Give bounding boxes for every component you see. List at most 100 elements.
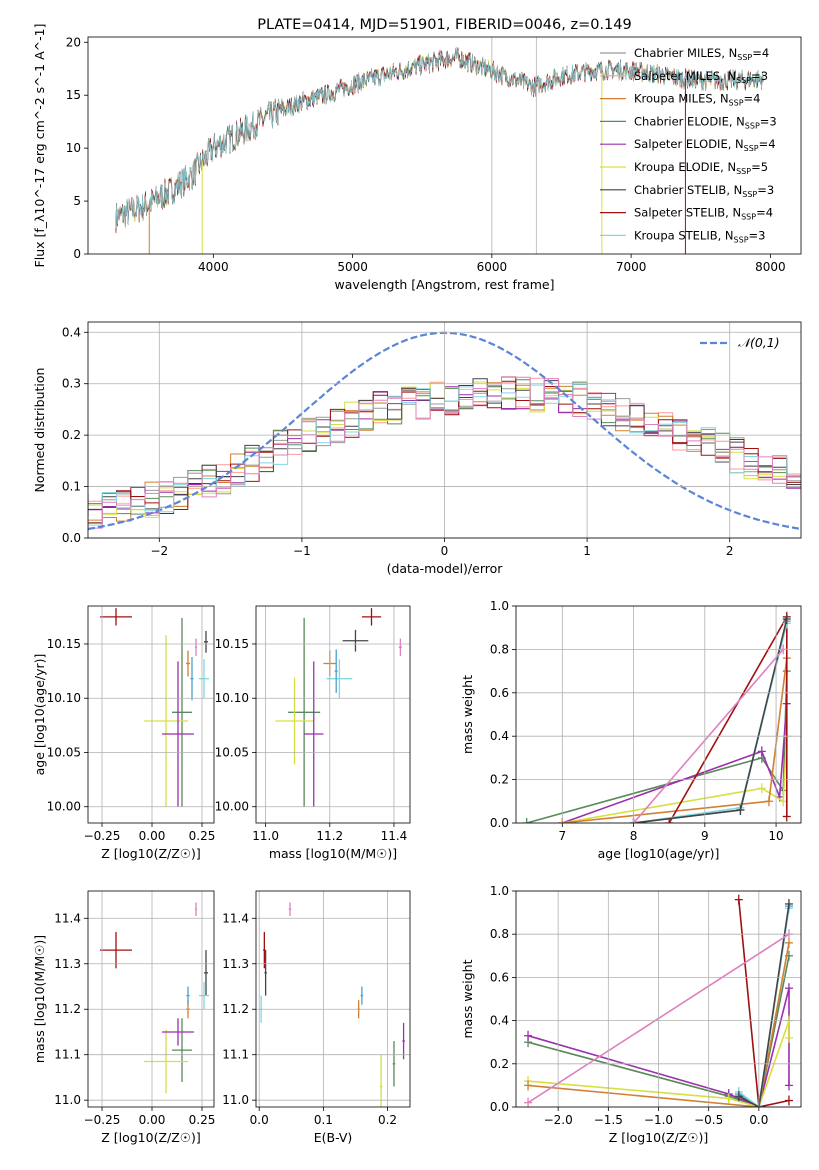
- y-tick-label: 11.1: [222, 1048, 249, 1062]
- legend-entry: Kroupa STELIB, NSSP=3: [634, 228, 765, 244]
- x-axis-label: Z [log10(Z/Z☉)]: [101, 1130, 201, 1145]
- weight-marker: [757, 783, 766, 794]
- data-point: [402, 1022, 405, 1060]
- y-axis-label: Flux [f_λ10^-17 erg cm^-2 s^-1 A^-1]: [32, 24, 47, 268]
- chart-spectrum: 4000 5000 6000 7000 8000 0 5 10 15 20 wavelength […: [32, 17, 802, 292]
- weight-marker: [524, 1097, 533, 1107]
- weight-marker: [782, 614, 791, 625]
- weight-line: [527, 955, 790, 1107]
- y-tick-label: 11.3: [54, 957, 81, 971]
- data-point: [186, 986, 190, 1005]
- weight-marker: [757, 746, 766, 757]
- x-tick-label: 0.0: [250, 1113, 269, 1127]
- data-point: [172, 617, 192, 807]
- weight-line: [633, 621, 788, 823]
- y-tick-label: 11.4: [222, 911, 249, 925]
- legend-entry: Salpeter ELODIE, NSSP=4: [634, 137, 776, 153]
- x-tick-label: −2.0: [544, 1113, 573, 1127]
- y-tick-label: 0.2: [490, 773, 509, 787]
- data-point: [162, 661, 194, 807]
- x-tick-label: 8000: [755, 260, 786, 274]
- x-tick-label: 7000: [616, 260, 647, 274]
- legend: Chabrier MILES, NSSP=4 Salpeter MILES, NS…: [600, 46, 777, 244]
- axes-frame: [515, 605, 802, 824]
- axes-frame: [515, 890, 802, 1108]
- x-axis-label: E(B-V): [314, 1130, 353, 1145]
- legend-entry: Chabrier STELIB, NSSP=3: [634, 183, 774, 199]
- y-tick-label: 0.4: [62, 325, 81, 339]
- y-axis-label: mass weight: [460, 675, 475, 754]
- data-point: [204, 950, 208, 996]
- weight-marker: [784, 1032, 793, 1043]
- data-point: [195, 638, 197, 656]
- y-tick-label: 0: [73, 247, 81, 261]
- x-tick-label: 1: [583, 544, 591, 558]
- y-tick-label: 15: [66, 88, 81, 102]
- y-tick-label: 0.8: [490, 927, 509, 941]
- plot-area: [100, 902, 209, 1094]
- y-tick-label: 10.05: [215, 745, 249, 759]
- weight-line: [562, 703, 788, 823]
- data-point: [100, 608, 132, 626]
- y-tick-label: 10.10: [215, 691, 249, 705]
- weight-marker: [784, 1095, 793, 1106]
- x-tick-label: 0: [441, 544, 449, 558]
- chart-mass_vs_ebv: 0.0 0.1 0.2 11.0 11.1 11.2 11.3 11.4 E(B-V): [222, 890, 411, 1145]
- y-tick-label: 20: [66, 35, 81, 49]
- weight-marker: [784, 1080, 793, 1091]
- data-point: [288, 902, 292, 917]
- data-point: [190, 656, 194, 701]
- x-axis-label: mass [log10(M/M☉)]: [269, 846, 397, 861]
- y-tick-label: 10.15: [215, 637, 249, 651]
- weight-marker: [524, 1080, 533, 1091]
- weight-marker: [764, 796, 773, 807]
- data-point: [264, 950, 267, 996]
- weight-marker: [736, 804, 745, 815]
- weight-marker: [665, 818, 674, 823]
- chart-weight_vs_Z: −2.0 −1.5 −1.0 −0.5 0.0 0.0 0.2 0.4 0.6 0.8 1.0 Z […: [460, 884, 802, 1145]
- x-tick-label: −2: [150, 544, 168, 558]
- y-tick-label: 0.6: [490, 970, 509, 984]
- data-point: [326, 659, 353, 699]
- chart-mass_vs_Z: −0.25 0.00 0.25 11.0 11.1 11.2 11.3 11.4 Z [log1…: [32, 890, 215, 1145]
- y-tick-label: 10.00: [215, 800, 249, 814]
- x-tick-label: 0.00: [139, 829, 166, 843]
- x-tick-label: 2: [726, 544, 734, 558]
- y-tick-label: 11.4: [54, 911, 81, 925]
- y-tick-label: 11.1: [54, 1048, 81, 1062]
- weight-line: [562, 658, 788, 823]
- axes-frame: [255, 890, 411, 1108]
- weight-line: [633, 623, 788, 823]
- y-tick-label: 0.4: [490, 1014, 509, 1028]
- axes-frame: [87, 605, 215, 824]
- y-tick-label: 11.3: [222, 957, 249, 971]
- x-tick-label: 4000: [198, 260, 229, 274]
- plot-area: [275, 608, 402, 807]
- y-axis-label: mass weight: [460, 959, 475, 1038]
- axes-frame: [87, 36, 802, 255]
- weight-line: [527, 942, 790, 1107]
- axes-frame: [87, 321, 802, 539]
- x-tick-label: −1.0: [644, 1113, 673, 1127]
- x-tick-label: 0.25: [189, 829, 216, 843]
- data-point: [304, 661, 324, 807]
- y-tick-label: 1.0: [490, 884, 509, 898]
- x-axis-label: wavelength [Angstrom, rest frame]: [334, 277, 554, 292]
- x-axis-label: Z [log10(Z/Z☉)]: [101, 846, 201, 861]
- y-tick-label: 10: [66, 141, 81, 155]
- plot-area: [522, 611, 791, 823]
- data-point: [199, 981, 209, 1010]
- data-point: [392, 1041, 396, 1087]
- x-tick-label: 5000: [337, 260, 368, 274]
- data-point: [275, 677, 314, 765]
- x-axis-label: Z [log10(Z/Z☉)]: [609, 1130, 709, 1145]
- chart-weight_vs_age: 7 8 9 10 0.0 0.2 0.4 0.6 0.8 1.0 age [log10(age/yr…: [460, 599, 802, 861]
- y-tick-label: 0.8: [490, 642, 509, 656]
- data-point: [144, 1029, 188, 1094]
- spectrum-line: [115, 47, 764, 229]
- legend-entry: Kroupa ELODIE, NSSP=5: [634, 160, 768, 176]
- weight-line: [527, 1020, 790, 1107]
- weight-marker: [734, 1091, 743, 1102]
- data-point: [100, 931, 132, 969]
- y-axis-label: mass [log10(M/M☉)]: [32, 935, 47, 1063]
